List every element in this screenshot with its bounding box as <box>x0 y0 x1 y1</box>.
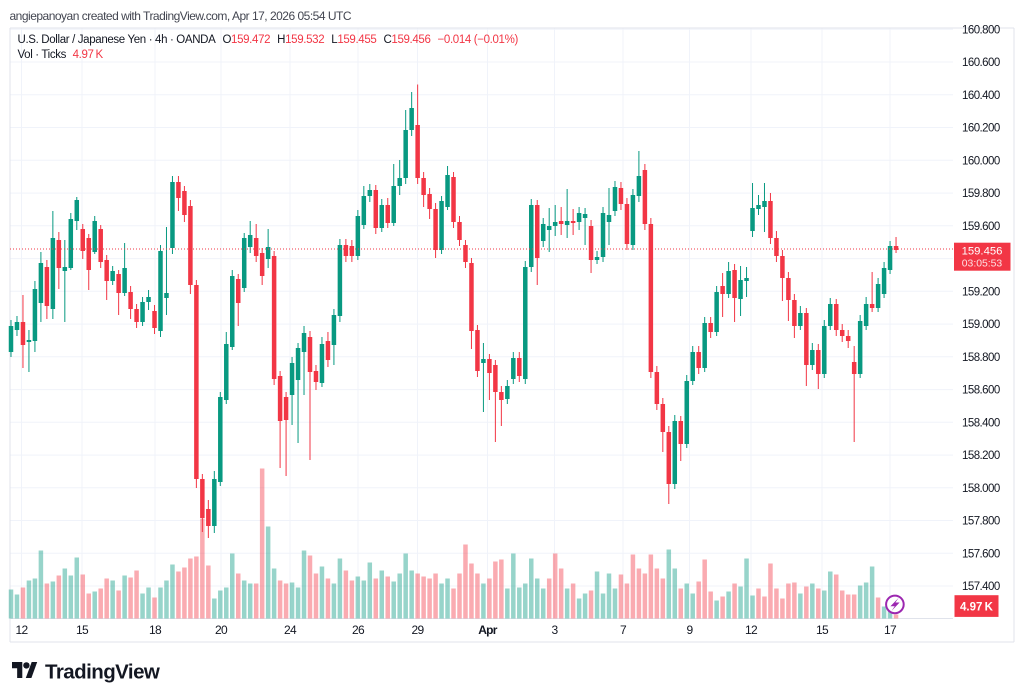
svg-text:159.200: 159.200 <box>962 286 1000 298</box>
svg-text:4.97 K: 4.97 K <box>960 602 994 614</box>
svg-text:159.000: 159.000 <box>962 319 1000 331</box>
svg-text:Apr: Apr <box>478 623 498 637</box>
svg-text:160.600: 160.600 <box>962 57 1000 69</box>
svg-text:9: 9 <box>687 623 694 637</box>
svg-text:158.400: 158.400 <box>962 417 1000 429</box>
svg-text:160.800: 160.800 <box>962 24 1000 36</box>
svg-text:157.800: 157.800 <box>962 516 1000 528</box>
svg-text:159.800: 159.800 <box>962 188 1000 200</box>
svg-text:157.600: 157.600 <box>962 548 1000 560</box>
svg-text:15: 15 <box>76 623 89 637</box>
svg-text:158.000: 158.000 <box>962 483 1000 495</box>
svg-text:3: 3 <box>552 623 559 637</box>
svg-text:20: 20 <box>215 623 228 637</box>
svg-text:160.000: 160.000 <box>962 155 1000 167</box>
svg-text:160.200: 160.200 <box>962 123 1000 135</box>
svg-text:17: 17 <box>884 623 897 637</box>
svg-text:158.200: 158.200 <box>962 450 1000 462</box>
svg-text:158.800: 158.800 <box>962 352 1000 364</box>
svg-text:03:05:53: 03:05:53 <box>962 258 1003 269</box>
svg-text:159.456: 159.456 <box>962 245 1003 257</box>
svg-text:TradingView: TradingView <box>45 661 160 684</box>
svg-text:157.400: 157.400 <box>962 581 1000 593</box>
svg-text:158.600: 158.600 <box>962 385 1000 397</box>
svg-text:24: 24 <box>284 623 297 637</box>
svg-text:18: 18 <box>149 623 162 637</box>
svg-text:12: 12 <box>16 623 29 637</box>
svg-text:29: 29 <box>412 623 425 637</box>
svg-text:159.600: 159.600 <box>962 221 1000 233</box>
svg-text:12: 12 <box>745 623 758 637</box>
svg-text:160.400: 160.400 <box>962 90 1000 102</box>
svg-text:7: 7 <box>620 623 627 637</box>
svg-text:26: 26 <box>352 623 365 637</box>
svg-text:15: 15 <box>816 623 829 637</box>
